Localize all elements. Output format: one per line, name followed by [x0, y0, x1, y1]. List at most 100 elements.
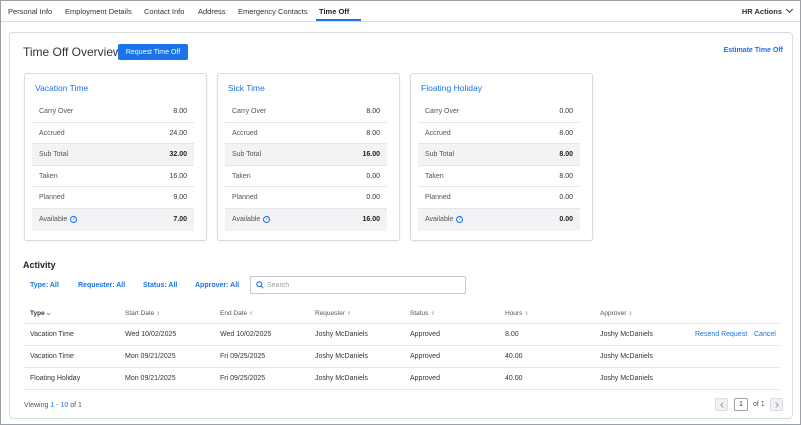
page-number-input[interactable]: 1	[734, 398, 748, 411]
card-title: Sick Time	[228, 83, 265, 93]
filter-status[interactable]: Status: All	[143, 282, 178, 289]
tab-personal-info[interactable]: Personal Info	[8, 7, 53, 16]
row-value: 7.00	[173, 215, 187, 223]
sort-icon: ⇕	[524, 311, 529, 317]
row-label: Taken	[232, 172, 251, 180]
column-header-start-date[interactable]: Start Date ⇕	[125, 310, 160, 317]
tab-contact-info[interactable]: Contact Info	[144, 7, 185, 16]
balance-row-planned: Planned 9.00	[32, 187, 194, 209]
hr-actions-button[interactable]: HR Actions	[741, 5, 794, 16]
row-label: Taken	[39, 172, 58, 180]
balance-card-sick: Sick Time Carry Over 8.00 Accrued 8.00 Sub…	[217, 73, 400, 241]
cell-status: Approved	[410, 353, 440, 360]
viewing-count: Viewing 1 - 10 of 1	[24, 402, 82, 409]
balance-row-carry-over: Carry Over 8.00	[225, 101, 387, 123]
cell-approver: Joshy McDaniels	[600, 375, 653, 382]
column-label: Approver	[600, 310, 627, 317]
balance-row-carry-over: Carry Over 8.00	[32, 101, 194, 123]
row-value: 24.00	[169, 129, 187, 137]
row-value: 9.00	[173, 194, 187, 202]
balance-row-available: Available? 7.00	[32, 208, 194, 231]
search-box	[250, 276, 466, 294]
activity-title: Activity	[23, 260, 56, 270]
row-value: 0.00	[559, 108, 573, 115]
column-header-hours[interactable]: Hours ⇕	[505, 310, 529, 317]
search-input[interactable]	[267, 279, 457, 291]
help-circle-icon[interactable]: ?	[456, 215, 464, 223]
column-header-type[interactable]: Type ⌵	[30, 310, 51, 317]
row-label: Available?	[232, 215, 271, 224]
row-label: Accrued	[39, 129, 65, 137]
row-label: Accrued	[232, 129, 258, 137]
previous-page-button[interactable]	[715, 398, 728, 411]
sort-icon: ⇕	[430, 311, 435, 317]
filter-approver[interactable]: Approver: All	[195, 282, 240, 289]
chevron-down-icon: ⌵	[46, 311, 51, 317]
row-value: 8.00	[366, 108, 380, 115]
tab-time-off[interactable]: Time Off	[319, 7, 350, 16]
active-tab-indicator	[316, 19, 361, 21]
row-label-text: Available	[39, 215, 68, 223]
filter-type[interactable]: Type: All	[30, 282, 59, 289]
chevron-left-icon	[720, 402, 726, 408]
estimate-time-off-link[interactable]: Estimate Time Off	[723, 47, 783, 54]
balance-row-carry-over: Carry Over 0.00	[418, 101, 580, 123]
column-header-requester[interactable]: Requester ⇕	[315, 310, 351, 317]
request-time-off-button[interactable]: Request Time Off	[118, 44, 188, 60]
cell-status: Approved	[410, 331, 440, 338]
balance-row-taken: Taken 16.00	[32, 166, 194, 188]
range-start-link[interactable]: 1	[50, 402, 55, 409]
column-label: Start Date	[125, 310, 155, 317]
balance-row-taken: Taken 0.00	[225, 166, 387, 188]
chevron-down-icon	[785, 5, 794, 14]
viewing-prefix: Viewing	[24, 402, 51, 409]
row-label: Carry Over	[425, 108, 460, 115]
help-circle-icon[interactable]: ?	[263, 215, 271, 223]
row-label: Sub Total	[39, 151, 69, 159]
cell-approver: Joshy McDaniels	[600, 331, 653, 338]
balance-row-accrued: Accrued 24.00	[32, 123, 194, 145]
cell-approver: Joshy McDaniels	[600, 353, 653, 360]
cell-start-date: Mon 09/21/2025	[125, 375, 176, 382]
chevron-right-icon	[773, 402, 779, 408]
tab-address[interactable]: Address	[198, 7, 226, 16]
tab-employment-details[interactable]: Employment Details	[65, 7, 132, 16]
row-value: 16.00	[362, 151, 380, 159]
search-icon	[256, 281, 264, 289]
column-header-status[interactable]: Status ⇕	[410, 310, 435, 317]
balance-row-taken: Taken 8.00	[418, 166, 580, 188]
help-circle-icon[interactable]: ?	[70, 215, 78, 223]
next-page-button[interactable]	[770, 398, 783, 411]
column-label: End Date	[220, 310, 248, 317]
sort-icon: ⇕	[628, 311, 633, 317]
cell-hours: 8.00	[505, 331, 519, 338]
row-label: Planned	[232, 194, 258, 202]
row-label: Sub Total	[425, 151, 455, 159]
cancel-link[interactable]: Cancel	[754, 331, 776, 338]
resend-request-link[interactable]: Resend Request	[695, 331, 748, 338]
cell-start-date: Wed 10/02/2025	[125, 331, 177, 338]
balance-row-sub-total: Sub Total 16.00	[225, 144, 387, 166]
balance-row-sub-total: Sub Total 8.00	[418, 144, 580, 166]
column-header-end-date[interactable]: End Date ⇕	[220, 310, 253, 317]
hr-actions-label: HR Actions	[741, 7, 782, 16]
row-label: Sub Total	[232, 151, 262, 159]
row-value: 0.00	[366, 194, 380, 202]
column-header-approver[interactable]: Approver ⇕	[600, 310, 633, 317]
row-value: 16.00	[169, 172, 187, 180]
filter-requester[interactable]: Requester: All	[78, 282, 126, 289]
top-navigation: Personal Info Employment Details Contact…	[1, 1, 800, 22]
row-value: 16.00	[362, 215, 380, 223]
tab-emergency-contacts[interactable]: Emergency Contacts	[238, 7, 308, 16]
cell-hours: 40.00	[505, 375, 523, 382]
time-off-panel: Time Off Overview Request Time Off Estim…	[9, 32, 793, 419]
row-value: 0.00	[559, 215, 573, 223]
balance-row-planned: Planned 0.00	[225, 187, 387, 209]
column-label: Type	[30, 310, 45, 317]
cell-end-date: Fri 09/25/2025	[220, 375, 266, 382]
range-separator: -	[54, 402, 61, 409]
range-end-link[interactable]: 10	[60, 402, 69, 409]
row-label: Carry Over	[232, 108, 267, 115]
balance-row-sub-total: Sub Total 32.00	[32, 144, 194, 166]
cell-requester: Joshy McDaniels	[315, 375, 368, 382]
